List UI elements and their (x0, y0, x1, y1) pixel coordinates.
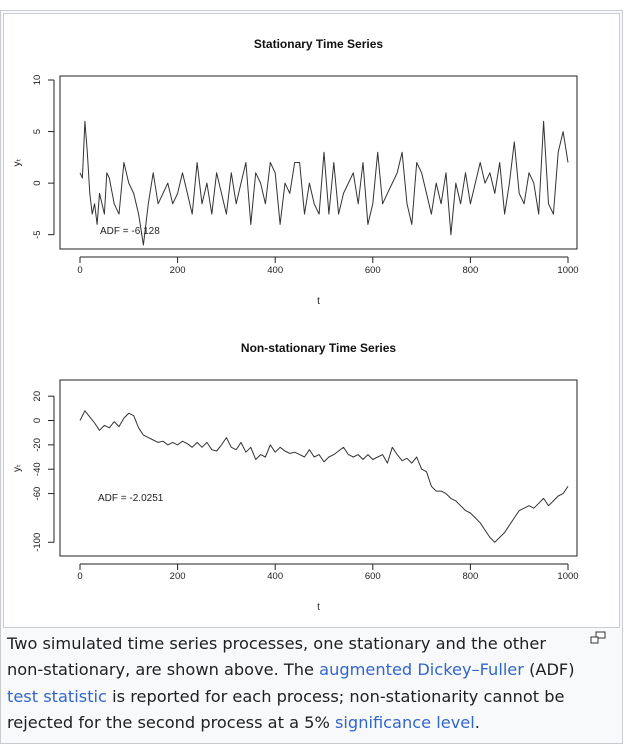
x-tick-label-1: 0 (77, 265, 82, 276)
x-tick-label-1: 600 (365, 265, 381, 276)
plot-frame-1 (59, 75, 578, 250)
adf-annotation-2: ADF = -2.0251 (98, 493, 164, 504)
y-tick-label-1: 5 (32, 129, 43, 134)
link-significance-level[interactable]: significance level (335, 713, 475, 733)
x-tick-label-2: 600 (365, 571, 381, 582)
magnify-clip-icon[interactable] (590, 631, 606, 645)
link-augmented-dickey-fuller[interactable]: augmented Dickey–Fuller (319, 660, 524, 680)
caption-text-4: . (474, 713, 480, 733)
caption-text-2: (ADF) (523, 660, 575, 680)
caption-text-1: Two simulated time series processes, one… (7, 634, 546, 680)
y-tick-label-2: -40 (32, 462, 43, 476)
plot-frame-2 (59, 379, 578, 557)
y-axis-label-1: yₜ (12, 158, 23, 166)
x-tick-label-1: 400 (267, 265, 283, 276)
link-test-statistic[interactable]: test statistic (7, 686, 107, 706)
figure-image[interactable]: Stationary Time Series 0 200 400 600 800 1000 t… (3, 13, 620, 628)
x-tick-label-2: 200 (170, 571, 186, 582)
y-tick-label-2: -20 (32, 438, 43, 452)
y-tick-label-2: -100 (32, 533, 43, 552)
x-tick-label-2: 400 (267, 571, 283, 582)
figure-thumbnail: Stationary Time Series 0 200 400 600 800 1000 t… (0, 10, 623, 744)
x-tick-label-2: 1000 (557, 571, 578, 582)
series-line-1 (79, 120, 569, 246)
x-tick-label-1: 1000 (557, 265, 578, 276)
enlarge-icon (590, 631, 606, 644)
y-tick-label-1: 0 (32, 180, 43, 185)
y-tick-label-2: 0 (32, 418, 43, 423)
x-tick-label-1: 800 (462, 265, 478, 276)
x-axis-label-1: t (317, 296, 320, 307)
chart-title-2: Non-stationary Time Series (241, 341, 396, 355)
adf-annotation-1: ADF = -6.128 (100, 226, 160, 237)
y-tick-label-2: 20 (32, 391, 43, 402)
chart-title-1: Stationary Time Series (254, 37, 383, 51)
x-tick-label-2: 800 (462, 571, 478, 582)
y-tick-label-1: 10 (32, 75, 43, 86)
series-line-2 (79, 410, 569, 543)
x-axis-label-2: t (317, 602, 320, 613)
y-tick-label-1: -5 (32, 230, 43, 238)
y-axis-label-2: yₜ (12, 464, 23, 472)
caption-text-3: is reported for each process; non-statio… (7, 686, 565, 733)
figure-caption: Two simulated time series processes, one… (7, 631, 587, 737)
y-tick-label-2: -60 (32, 487, 43, 501)
x-tick-label-2: 0 (77, 571, 82, 582)
x-tick-label-1: 200 (170, 265, 186, 276)
